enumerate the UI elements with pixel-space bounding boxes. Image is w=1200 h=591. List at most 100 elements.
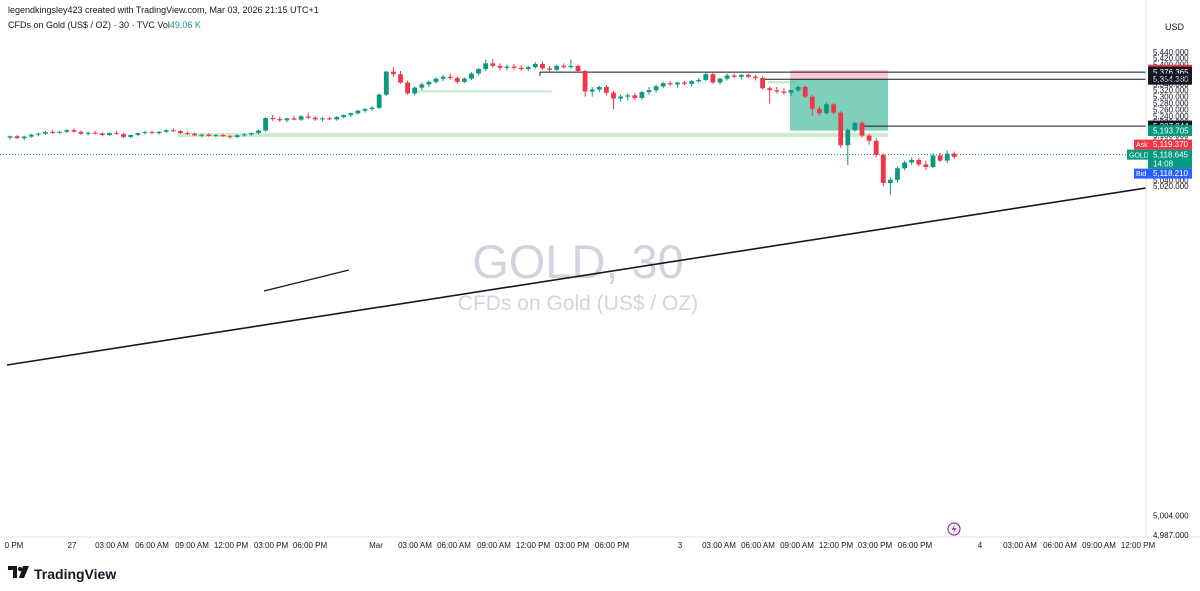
- candle[interactable]: [809, 94, 815, 116]
- candle[interactable]: [880, 153, 886, 187]
- candle[interactable]: [703, 72, 709, 82]
- candle[interactable]: [902, 160, 907, 171]
- candle[interactable]: [334, 116, 339, 121]
- candle[interactable]: [28, 133, 34, 138]
- candle[interactable]: [469, 72, 474, 80]
- candle[interactable]: [696, 78, 702, 84]
- candle[interactable]: [518, 65, 524, 71]
- candle[interactable]: [327, 116, 332, 121]
- candle[interactable]: [447, 73, 453, 80]
- candle[interactable]: [533, 62, 538, 69]
- candle[interactable]: [398, 71, 403, 84]
- candle[interactable]: [156, 131, 162, 135]
- candle[interactable]: [859, 120, 865, 138]
- symbol-info[interactable]: CFDs on Gold (US$ / OZ) · 30 · TVC Vol49…: [8, 20, 201, 30]
- candle[interactable]: [909, 157, 915, 166]
- candle[interactable]: [107, 132, 112, 137]
- candle[interactable]: [951, 151, 957, 159]
- candle[interactable]: [717, 77, 723, 85]
- candle[interactable]: [92, 130, 98, 135]
- candle[interactable]: [895, 166, 900, 183]
- candle[interactable]: [873, 138, 879, 158]
- candle[interactable]: [320, 116, 325, 122]
- candle[interactable]: [575, 64, 581, 72]
- candle[interactable]: [277, 116, 283, 122]
- candle[interactable]: [845, 128, 851, 166]
- candle[interactable]: [589, 87, 595, 97]
- candle[interactable]: [632, 92, 638, 100]
- candle[interactable]: [383, 71, 389, 96]
- candle[interactable]: [604, 85, 609, 96]
- candle[interactable]: [547, 65, 552, 72]
- candle[interactable]: [114, 130, 119, 135]
- candle[interactable]: [774, 87, 780, 94]
- candle[interactable]: [405, 80, 410, 95]
- candle[interactable]: [43, 131, 48, 135]
- candle[interactable]: [142, 130, 148, 135]
- candle[interactable]: [476, 67, 481, 76]
- candle[interactable]: [149, 130, 155, 135]
- candle[interactable]: [128, 134, 134, 139]
- candle[interactable]: [746, 73, 751, 79]
- candle[interactable]: [341, 114, 347, 119]
- candle[interactable]: [561, 63, 567, 69]
- candle[interactable]: [582, 69, 588, 97]
- candle[interactable]: [944, 150, 950, 164]
- candle[interactable]: [781, 88, 787, 95]
- candle[interactable]: [483, 59, 489, 71]
- candle[interactable]: [185, 131, 190, 135]
- candle[interactable]: [263, 117, 268, 132]
- candle[interactable]: [731, 73, 737, 79]
- candle[interactable]: [234, 134, 240, 139]
- candle[interactable]: [618, 94, 623, 102]
- candle[interactable]: [724, 73, 730, 81]
- tradingview-logo[interactable]: TradingView: [8, 565, 116, 582]
- candle[interactable]: [817, 106, 822, 116]
- candle[interactable]: [64, 129, 70, 134]
- lightning-icon[interactable]: [947, 522, 961, 536]
- candle[interactable]: [21, 135, 27, 141]
- candle[interactable]: [433, 77, 439, 84]
- candle[interactable]: [355, 110, 361, 115]
- candle[interactable]: [99, 132, 105, 137]
- candle[interactable]: [121, 132, 126, 139]
- candle[interactable]: [540, 61, 545, 70]
- trendline-short[interactable]: [263, 269, 350, 292]
- candle[interactable]: [270, 114, 276, 121]
- candle[interactable]: [646, 87, 652, 95]
- candle[interactable]: [440, 74, 446, 82]
- candle[interactable]: [249, 132, 254, 136]
- candle[interactable]: [675, 81, 680, 88]
- candle[interactable]: [504, 64, 510, 71]
- trendline[interactable]: [6, 187, 1147, 366]
- candle[interactable]: [682, 80, 687, 86]
- candle[interactable]: [412, 86, 418, 96]
- candle[interactable]: [611, 90, 616, 110]
- candle[interactable]: [426, 80, 432, 87]
- candle[interactable]: [57, 131, 63, 135]
- candle[interactable]: [291, 115, 297, 121]
- candle[interactable]: [163, 129, 169, 134]
- candle[interactable]: [788, 89, 794, 96]
- candle[interactable]: [369, 106, 375, 111]
- candle[interactable]: [710, 72, 716, 84]
- candle[interactable]: [298, 114, 304, 121]
- entry-marker-zone[interactable]: [768, 81, 796, 84]
- candle[interactable]: [199, 133, 205, 138]
- candle[interactable]: [78, 130, 84, 135]
- candle[interactable]: [497, 63, 503, 71]
- currency-label[interactable]: USD: [1164, 22, 1184, 32]
- candle[interactable]: [930, 152, 936, 169]
- candle[interactable]: [554, 64, 560, 71]
- candle[interactable]: [490, 58, 496, 68]
- candle[interactable]: [71, 128, 77, 133]
- candle[interactable]: [596, 85, 602, 93]
- candle[interactable]: [135, 132, 141, 137]
- candle[interactable]: [192, 132, 197, 137]
- candle[interactable]: [312, 115, 318, 121]
- candle[interactable]: [525, 65, 531, 71]
- candle[interactable]: [916, 158, 922, 167]
- candle[interactable]: [795, 85, 801, 93]
- candle[interactable]: [660, 81, 666, 89]
- symbol-name[interactable]: CFDs on Gold (US$ / OZ) · 30 · TVC: [8, 20, 155, 30]
